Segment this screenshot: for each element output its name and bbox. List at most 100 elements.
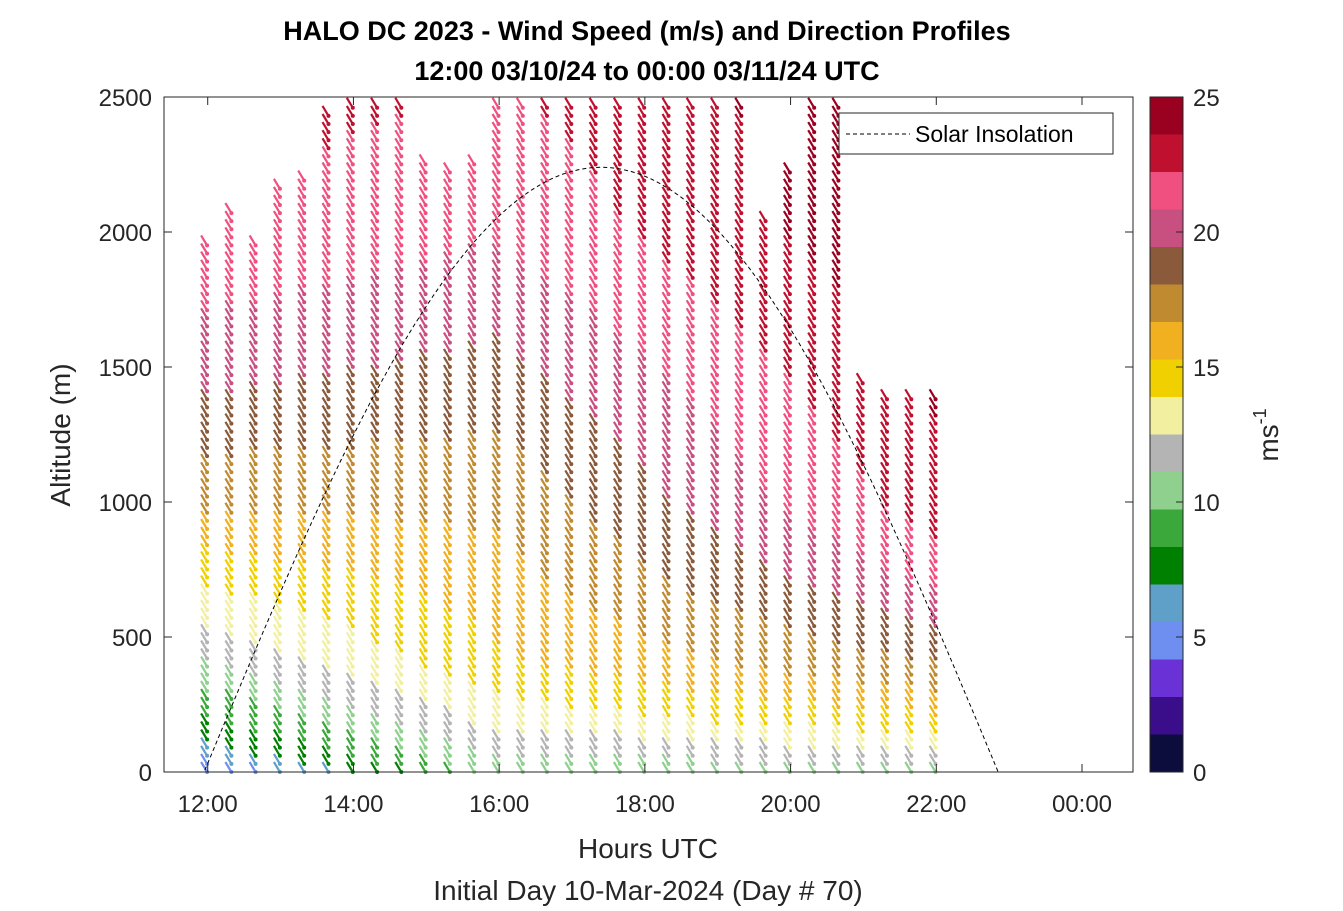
wind-barb-head: [715, 138, 719, 143]
wind-barb-head: [253, 494, 258, 499]
wind-barb-head: [277, 697, 282, 701]
wind-barb-head: [253, 405, 258, 410]
wind-barb-head: [350, 130, 355, 135]
wind-barb-head: [666, 211, 671, 216]
wind-barb-head: [666, 445, 671, 450]
wind-barb-head: [666, 672, 671, 677]
wind-barb-head: [496, 454, 501, 459]
wind-barb-head: [472, 437, 477, 442]
wind-barb-head: [885, 437, 889, 442]
wind-barb-head: [545, 113, 549, 118]
wind-barb-head: [715, 105, 719, 110]
wind-barb-head: [763, 324, 768, 329]
wind-barb-head: [593, 640, 598, 645]
wind-barb-head: [496, 405, 501, 410]
wind-barb-head: [666, 130, 671, 135]
wind-barb-head: [933, 486, 938, 491]
wind-barb-head: [253, 462, 258, 467]
wind-barb-head: [763, 624, 768, 629]
wind-barb-head: [545, 640, 549, 645]
wind-barb-head: [545, 211, 549, 216]
wind-barb-head: [399, 348, 404, 353]
wind-barb-head: [860, 478, 865, 483]
wind-barb-head: [520, 478, 525, 483]
wind-barb-head: [375, 340, 380, 345]
wind-barb-head: [642, 705, 647, 710]
x-tick-label: 14:00: [323, 791, 383, 818]
wind-barb-head: [399, 705, 404, 710]
wind-barb-head: [399, 211, 404, 216]
wind-barb-head: [787, 567, 792, 572]
wind-barb-head: [763, 713, 768, 718]
wind-barb-head: [812, 486, 817, 491]
wind-barb-head: [253, 348, 258, 353]
wind-barb-head: [836, 397, 841, 402]
wind-barb-head: [520, 721, 525, 726]
wind-barb-head: [715, 559, 719, 564]
wind-barb-head: [520, 656, 525, 661]
wind-barb-head: [350, 599, 355, 604]
wind-barb-head: [545, 373, 549, 378]
wind-profile-column: [272, 178, 282, 774]
wind-barb-head: [569, 608, 574, 612]
wind-barb-head: [399, 729, 404, 734]
wind-barb-head: [205, 640, 210, 645]
wind-barb-head: [617, 624, 622, 629]
wind-barb-head: [350, 113, 355, 118]
wind-barb-head: [205, 486, 210, 491]
wind-barb-head: [205, 575, 210, 580]
wind-barb-head: [617, 632, 622, 637]
wind-barb-head: [326, 429, 331, 434]
wind-barb-head: [642, 300, 647, 305]
wind-barb-head: [885, 454, 889, 459]
wind-barb-head: [885, 672, 889, 677]
wind-barb-head: [860, 575, 865, 580]
wind-barb-head: [885, 745, 889, 750]
wind-barb-head: [520, 502, 525, 507]
wind-barb-head: [253, 640, 258, 645]
wind-barb-head: [447, 170, 452, 175]
wind-barb-head: [302, 373, 307, 378]
wind-barb-head: [569, 308, 574, 313]
wind-barb-head: [763, 543, 768, 548]
wind-barb-head: [885, 494, 889, 499]
wind-barb-head: [642, 429, 647, 434]
wind-barb-head: [593, 551, 598, 556]
wind-barb-head: [909, 616, 914, 620]
wind-barb-head: [593, 680, 598, 685]
wind-barb-head: [739, 664, 744, 669]
wind-barb-head: [739, 616, 744, 620]
wind-barb-head: [399, 243, 404, 248]
wind-barb-head: [423, 494, 428, 499]
wind-barb-head: [763, 316, 768, 321]
wind-barb-head: [812, 559, 817, 564]
wind-barb-head: [860, 454, 865, 459]
wind-barb-head: [739, 721, 744, 726]
wind-barb-head: [447, 729, 452, 734]
wind-barb-head: [423, 648, 428, 653]
wind-barb-head: [350, 680, 355, 685]
wind-barb-head: [593, 292, 598, 297]
wind-barb-head: [302, 616, 307, 620]
wind-barb-head: [569, 267, 574, 272]
wind-barb-head: [885, 713, 889, 718]
wind-barb-head: [423, 235, 428, 240]
wind-barb-head: [690, 616, 695, 620]
wind-barb-head: [545, 340, 549, 345]
wind-barb-head: [326, 130, 331, 135]
wind-barb-head: [617, 543, 622, 548]
wind-barb-head: [763, 381, 768, 386]
wind-barb-head: [302, 470, 307, 475]
wind-barb-head: [812, 405, 817, 410]
wind-barb-head: [447, 591, 452, 596]
wind-barb-head: [277, 583, 282, 588]
wind-barb-head: [302, 445, 307, 450]
wind-barb-head: [277, 373, 282, 378]
wind-barb-head: [593, 632, 598, 637]
wind-barb-head: [496, 154, 501, 159]
wind-barb-head: [569, 397, 574, 402]
wind-barb-head: [326, 373, 331, 378]
wind-barb-head: [545, 283, 549, 288]
wind-barb-head: [690, 705, 695, 710]
wind-barb-head: [593, 721, 598, 726]
